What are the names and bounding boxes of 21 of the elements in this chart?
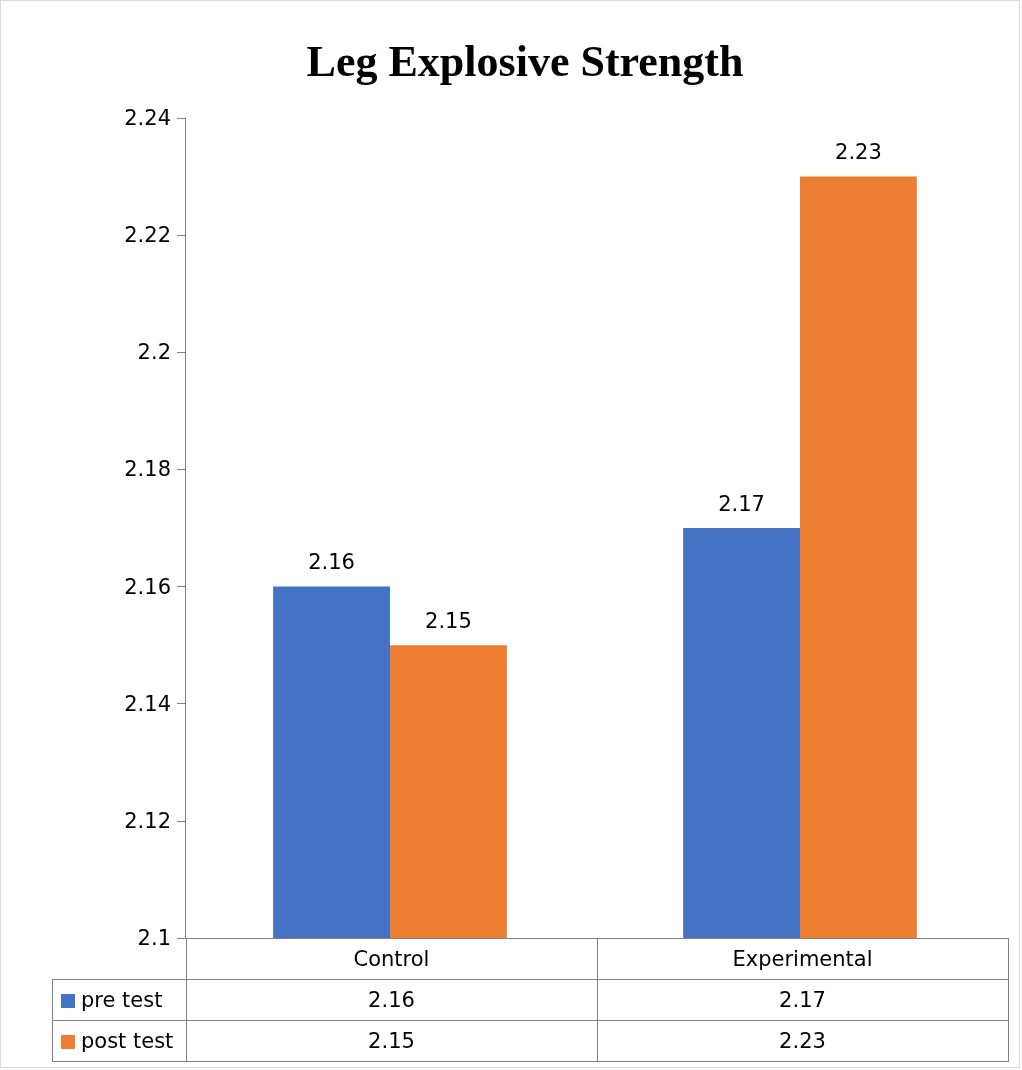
annotation: 2.23 [835, 140, 882, 165]
data-label: 2.23 [597, 1020, 1008, 1062]
annotation: 2.15 [425, 608, 472, 633]
x-tick-label: Experimental [597, 938, 1008, 980]
y-tick-label: 2.18 [124, 457, 171, 482]
y-tick-label: 2.14 [124, 691, 171, 716]
annotation: 2.17 [718, 491, 765, 516]
legend-label: pre test [52, 979, 186, 1021]
y-tick-label: 2.16 [124, 574, 171, 599]
data-label: 2.17 [597, 979, 1008, 1021]
y-tick-label: 2.24 [124, 106, 171, 130]
y-tick-label: 2.12 [124, 808, 171, 833]
annotation: 2.16 [308, 550, 355, 575]
y-tick-label: 2.1 [137, 926, 171, 950]
x-tick-label: Control [186, 938, 597, 980]
chart-title: Leg Explosive Strength [306, 36, 744, 86]
legend-label: post test [52, 1020, 186, 1062]
y-tick-label: 2.2 [137, 340, 171, 365]
y-tick-label: 2.22 [124, 223, 171, 248]
data-label: 2.15 [186, 1020, 597, 1062]
data-label: 2.16 [186, 979, 597, 1021]
